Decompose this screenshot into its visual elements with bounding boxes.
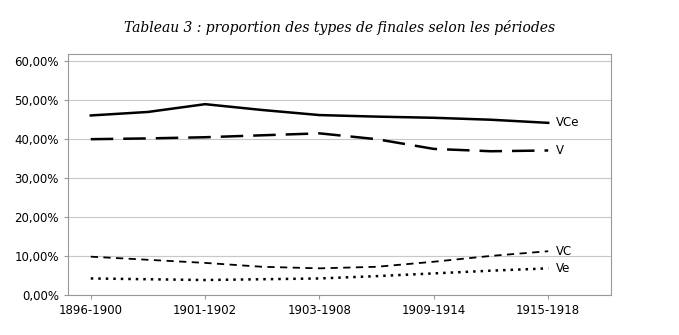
Text: VCe: VCe <box>556 116 580 129</box>
Text: VC: VC <box>556 245 572 258</box>
Text: V: V <box>556 144 564 157</box>
Text: Ve: Ve <box>556 262 570 275</box>
Text: Tableau 3 : proportion des types de finales selon les périodes: Tableau 3 : proportion des types de fina… <box>124 20 555 35</box>
